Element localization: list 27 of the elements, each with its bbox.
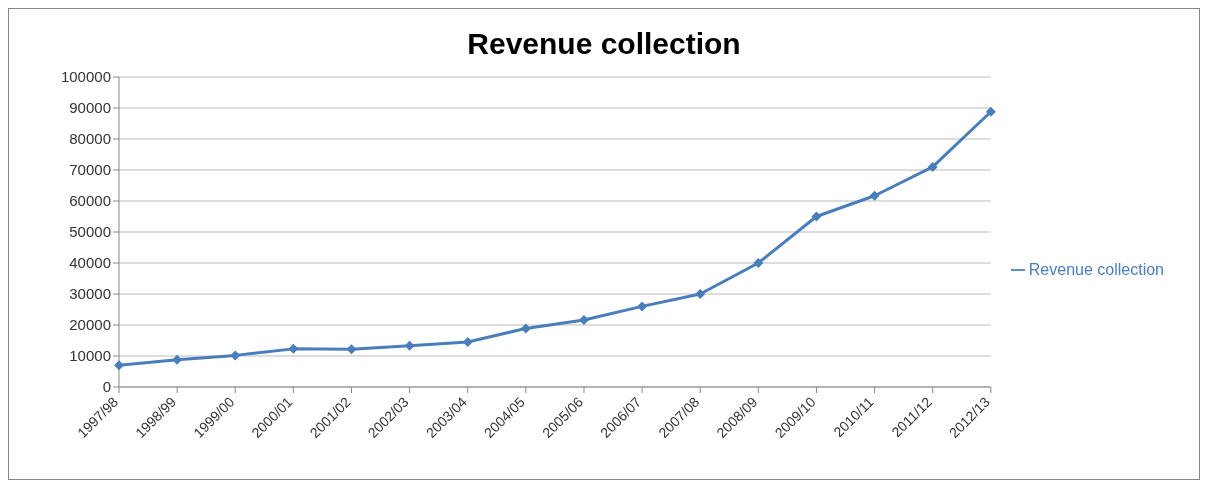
- point: [114, 360, 124, 371]
- point: [346, 344, 357, 355]
- point: [404, 340, 415, 351]
- point: [753, 258, 764, 268]
- y-tick-label: 40000: [69, 254, 111, 272]
- legend-label: Revenue collection: [1028, 260, 1164, 278]
- y-tick-label: 70000: [69, 161, 111, 179]
- point: [695, 289, 706, 299]
- point: [927, 161, 938, 172]
- point: [520, 323, 531, 334]
- y-tick-label: 30000: [69, 285, 111, 303]
- y-tick-label: 50000: [69, 223, 111, 241]
- y-tick-label: 100000: [60, 68, 111, 86]
- y-tick-label: 80000: [69, 130, 111, 148]
- y-tick-label: 20000: [69, 316, 111, 334]
- point: [230, 350, 241, 361]
- point: [578, 315, 589, 326]
- y-tick-label: 90000: [69, 99, 111, 117]
- chart-title: Revenue collection: [466, 27, 742, 62]
- y-tick-label: 0: [102, 378, 111, 396]
- point: [811, 211, 822, 222]
- y-tick-label: 10000: [69, 347, 111, 365]
- point: [637, 301, 648, 312]
- point: [288, 343, 299, 354]
- y-tick-label: 60000: [69, 192, 111, 210]
- point: [985, 106, 996, 117]
- point: [869, 190, 880, 201]
